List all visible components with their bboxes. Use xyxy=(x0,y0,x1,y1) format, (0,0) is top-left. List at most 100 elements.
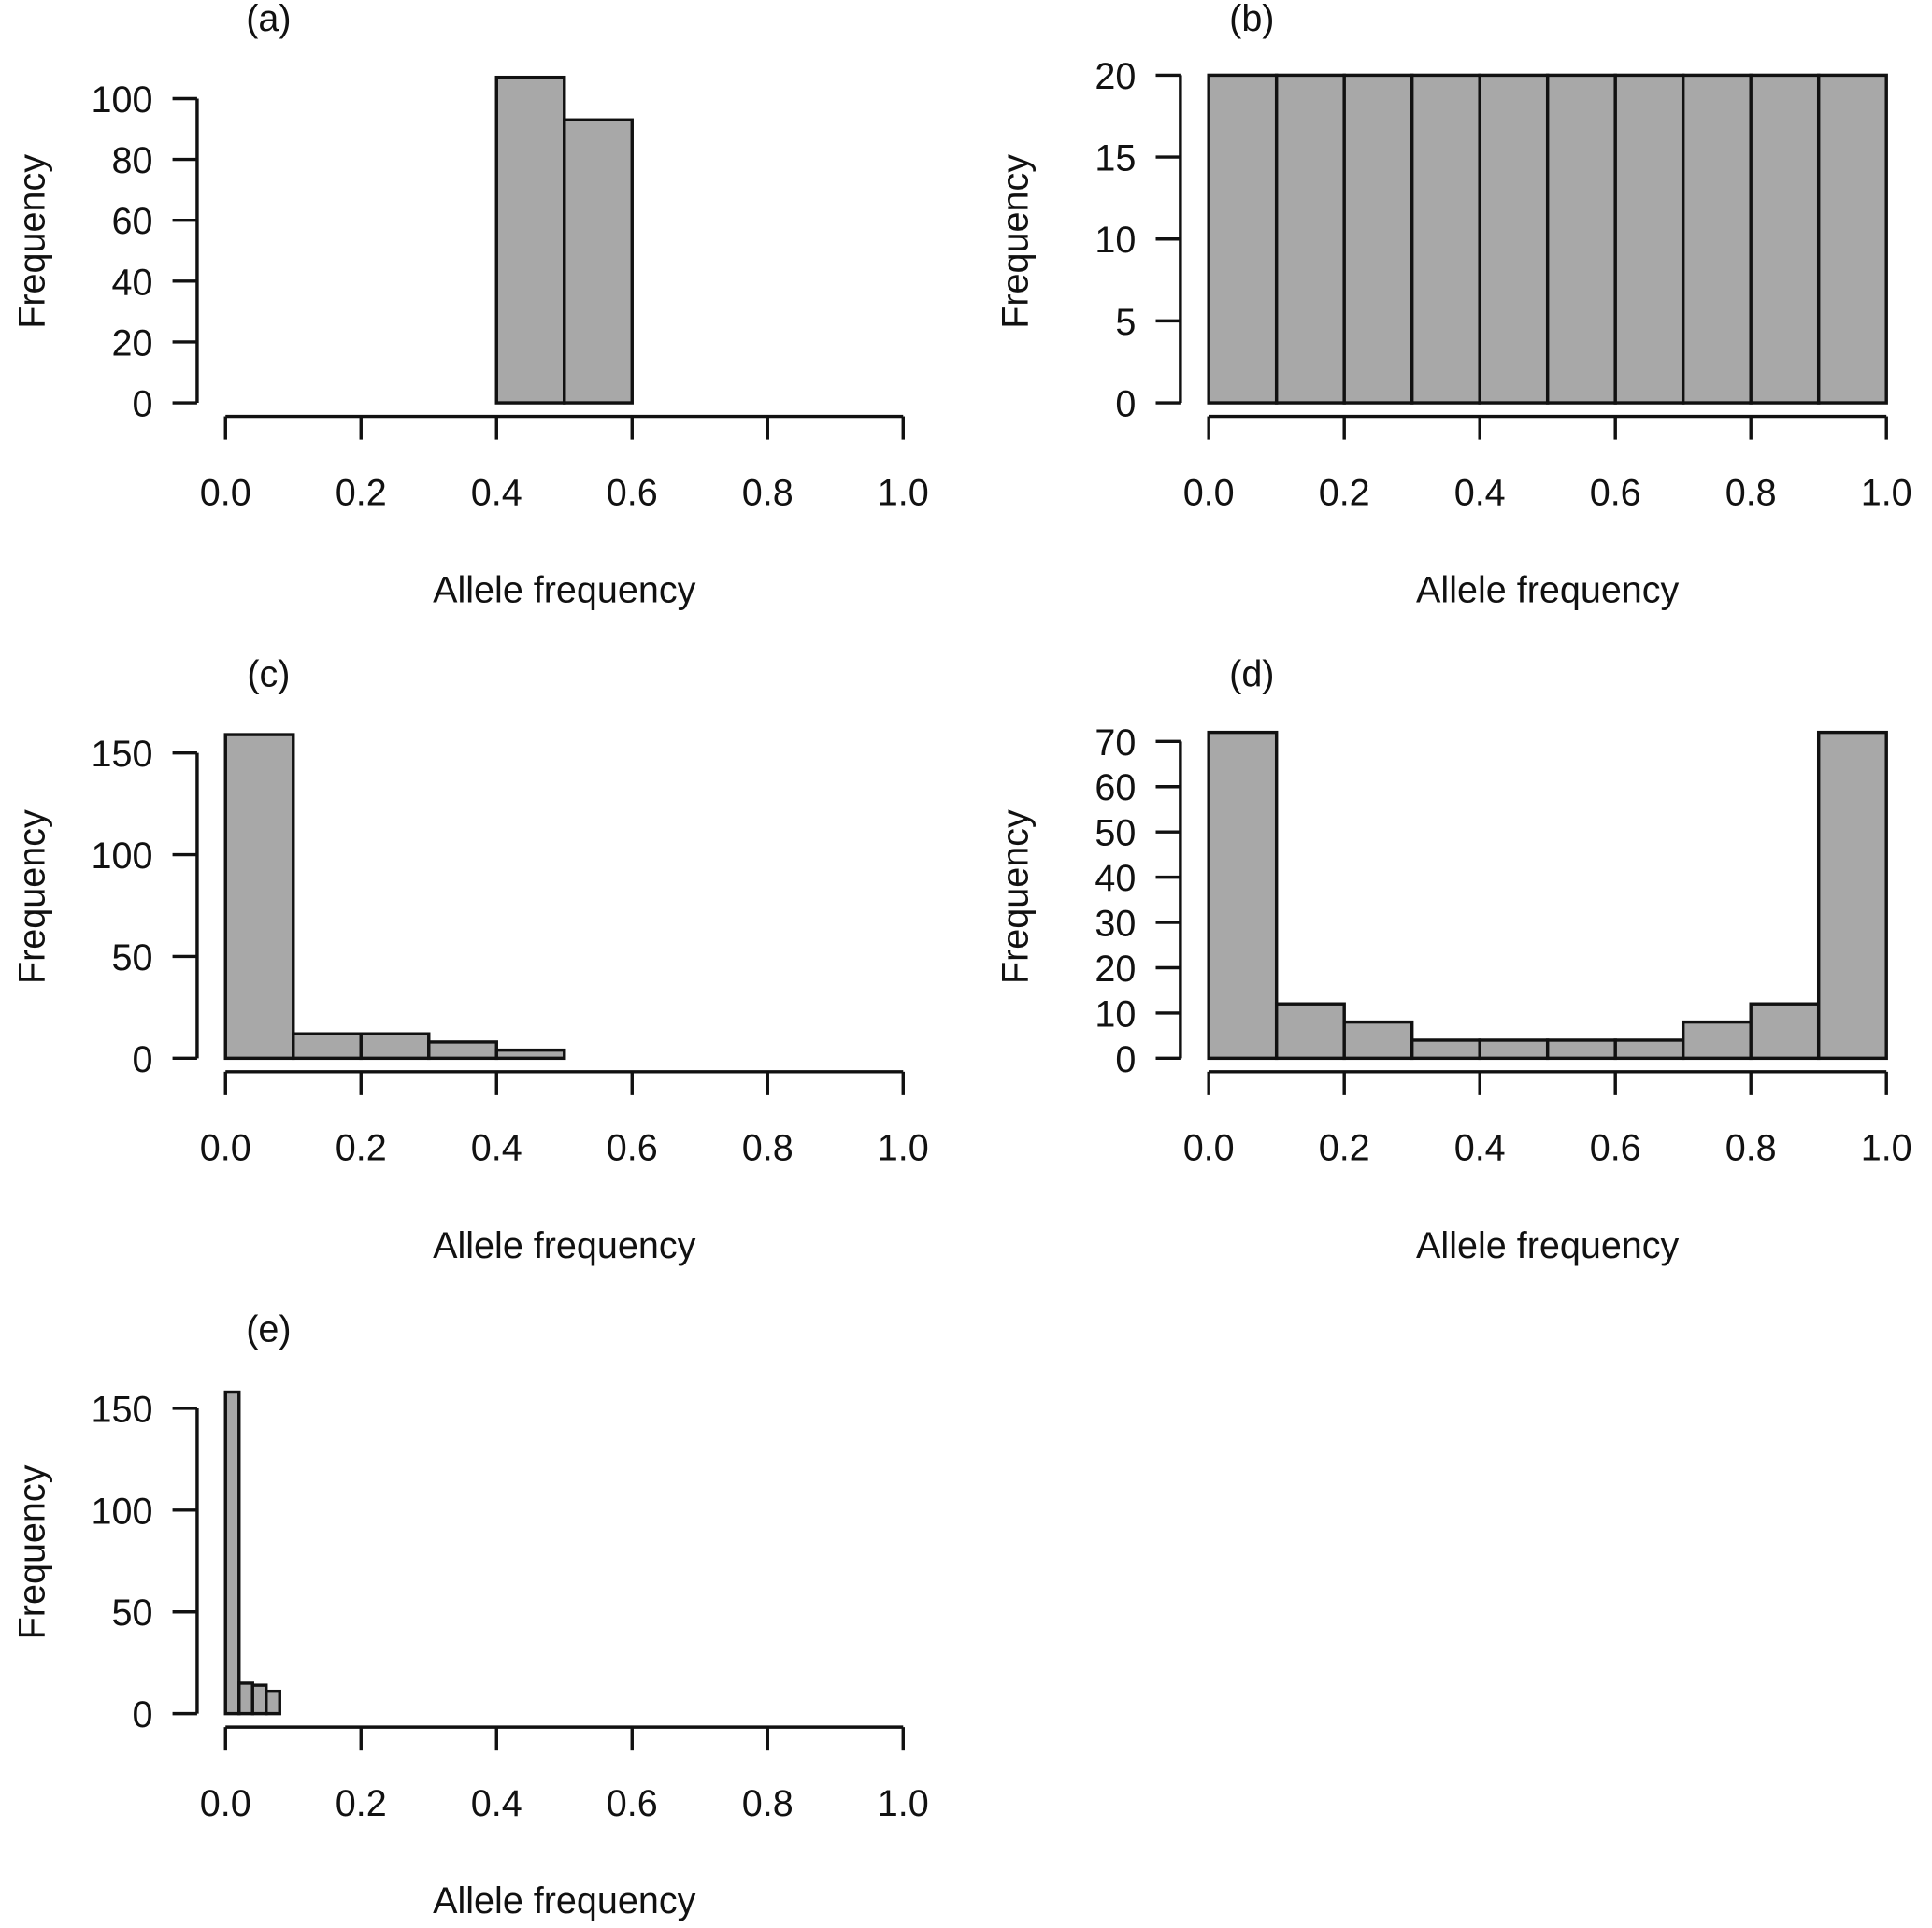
y-axis-title: Frequency xyxy=(11,1464,52,1639)
histogram-panel: 0 5 10 15 20 0.0 0.2 0.4 0.6 0.8 1.0 Allele frequen… xyxy=(995,0,1911,611)
histogram-bar xyxy=(1274,1002,1346,1061)
histogram-bar xyxy=(1410,1038,1481,1061)
histogram-bar xyxy=(265,1689,281,1716)
y-tick-label: 50 xyxy=(111,1592,152,1634)
histogram-bar xyxy=(1274,73,1346,405)
y-tick-label: 60 xyxy=(1095,767,1136,808)
x-tick-label: 0.4 xyxy=(1454,1128,1506,1169)
y-tick-label: 30 xyxy=(1095,904,1136,945)
panel-label: (a) xyxy=(246,0,291,39)
x-tick-label: 0.8 xyxy=(742,1128,794,1169)
y-tick-label: 150 xyxy=(92,1389,153,1430)
y-tick-label: 100 xyxy=(92,835,153,877)
histogram-bar xyxy=(1749,73,1821,405)
x-tick-label: 0.2 xyxy=(336,472,387,513)
y-tick-label: 40 xyxy=(1095,858,1136,899)
x-tick-label: 0.8 xyxy=(1725,1128,1777,1169)
histogram-bar xyxy=(223,1390,241,1716)
x-tick-label: 0.4 xyxy=(471,1128,522,1169)
x-tick-label: 0.4 xyxy=(471,1783,522,1824)
y-tick-label: 20 xyxy=(1095,949,1136,990)
x-tick-label: 1.0 xyxy=(1861,472,1912,513)
histogram-bar xyxy=(223,733,295,1061)
x-tick-label: 0.2 xyxy=(336,1128,387,1169)
y-tick-label: 70 xyxy=(1095,722,1136,764)
histogram-bar xyxy=(1478,1038,1550,1061)
x-tick-label: 0.2 xyxy=(336,1783,387,1824)
y-tick-label: 20 xyxy=(1095,56,1136,97)
y-tick-label: 0 xyxy=(132,1039,152,1080)
histogram-bar xyxy=(292,1032,363,1061)
x-tick-label: 0.6 xyxy=(607,1128,658,1169)
y-tick-label: 20 xyxy=(111,322,152,364)
y-tick-label: 60 xyxy=(111,201,152,242)
panel-label: (b) xyxy=(1229,0,1274,39)
y-axis-title: Frequency xyxy=(995,154,1036,329)
histogram-bar xyxy=(250,1683,268,1716)
panel-label: (d) xyxy=(1229,653,1274,694)
x-tick-label: 0.4 xyxy=(471,472,522,513)
histogram-bar xyxy=(1207,730,1279,1061)
y-tick-label: 50 xyxy=(1095,813,1136,854)
panel-label: (c) xyxy=(247,653,290,694)
x-tick-label: 0.6 xyxy=(1590,1128,1641,1169)
y-tick-label: 15 xyxy=(1095,138,1136,179)
x-tick-label: 0.0 xyxy=(200,1783,251,1824)
x-tick-label: 0.0 xyxy=(1183,1128,1235,1169)
histogram-bar xyxy=(1478,73,1550,405)
histogram-panel: 0 20 40 60 80 100 0.0 0.2 0.4 0.6 0.8 1.0 Allele fre… xyxy=(11,0,928,611)
x-tick-label: 0.6 xyxy=(1590,472,1641,513)
y-tick-label: 50 xyxy=(111,937,152,978)
histogram-bar xyxy=(1207,73,1279,405)
histogram-bar xyxy=(1545,73,1617,405)
panel-label: (e) xyxy=(246,1309,291,1350)
x-tick-label: 1.0 xyxy=(878,472,929,513)
y-tick-label: 100 xyxy=(92,79,153,121)
y-tick-label: 0 xyxy=(132,1694,152,1735)
x-tick-label: 0.0 xyxy=(200,472,251,513)
histogram-panel: 0 50 100 150 0.0 0.2 0.4 0.6 0.8 1.0 Allele freque… xyxy=(11,653,928,1266)
y-tick-label: 100 xyxy=(92,1491,153,1532)
histogram-bar xyxy=(1749,1002,1821,1061)
histogram-bar xyxy=(1410,73,1481,405)
x-axis-title: Allele frequency xyxy=(1416,570,1680,611)
x-axis-title: Allele frequency xyxy=(433,570,696,611)
x-tick-label: 0.8 xyxy=(742,1783,794,1824)
histogram-bar xyxy=(237,1681,254,1716)
y-tick-label: 0 xyxy=(1115,384,1136,425)
histogram-bar xyxy=(1816,73,1888,405)
histogram-bar xyxy=(1681,73,1753,405)
y-tick-label: 80 xyxy=(111,140,152,181)
x-tick-label: 0.2 xyxy=(1319,472,1370,513)
x-tick-label: 0.6 xyxy=(607,1783,658,1824)
y-tick-label: 150 xyxy=(92,734,153,775)
y-axis-title: Frequency xyxy=(11,809,52,984)
x-tick-label: 0.4 xyxy=(1454,472,1506,513)
y-tick-label: 5 xyxy=(1115,302,1136,343)
histogram-bar xyxy=(1342,1020,1414,1061)
x-tick-label: 0.0 xyxy=(200,1128,251,1169)
histogram-bar xyxy=(1545,1038,1617,1061)
x-tick-label: 0.6 xyxy=(607,472,658,513)
x-tick-label: 0.0 xyxy=(1183,472,1235,513)
histogram-bar xyxy=(563,118,634,405)
histogram-bar xyxy=(1613,1038,1685,1061)
histogram-bar xyxy=(427,1040,498,1061)
y-tick-label: 40 xyxy=(111,262,152,303)
x-tick-label: 0.8 xyxy=(1725,472,1777,513)
y-tick-label: 0 xyxy=(1115,1039,1136,1080)
x-tick-label: 1.0 xyxy=(878,1783,929,1824)
x-axis-title: Allele frequency xyxy=(433,1880,696,1921)
x-tick-label: 1.0 xyxy=(1861,1128,1912,1169)
histogram-bar xyxy=(1816,730,1888,1061)
x-axis-title: Allele frequency xyxy=(1416,1225,1680,1266)
histogram-bar xyxy=(1681,1020,1753,1061)
histogram-bar xyxy=(494,1048,566,1061)
y-tick-label: 10 xyxy=(1095,993,1136,1035)
x-tick-label: 1.0 xyxy=(878,1128,929,1169)
x-tick-label: 0.2 xyxy=(1319,1128,1370,1169)
y-tick-label: 0 xyxy=(132,384,152,425)
histogram-bar xyxy=(1613,73,1685,405)
